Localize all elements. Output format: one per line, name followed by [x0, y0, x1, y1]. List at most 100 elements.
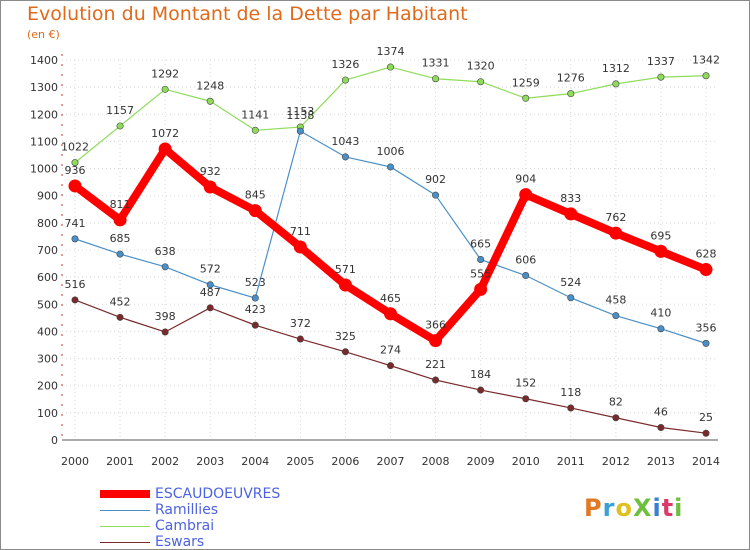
x-tick-label: 2009: [467, 455, 495, 468]
data-label: 606: [515, 254, 536, 267]
data-label: 1022: [61, 141, 89, 154]
data-label: 833: [560, 192, 581, 205]
data-point: [432, 376, 440, 384]
data-point: [702, 72, 710, 80]
data-point: [113, 213, 127, 227]
data-point: [477, 78, 485, 86]
x-tick-label: 2004: [241, 455, 269, 468]
y-tick-label: 900: [37, 190, 58, 203]
data-point: [338, 278, 352, 292]
x-tick-label: 2002: [151, 455, 179, 468]
data-label: 932: [200, 165, 221, 178]
data-point: [612, 80, 620, 88]
logo-letter: o: [615, 494, 633, 522]
legend-label-escaudoeuvres: ESCAUDOEUVRES: [155, 486, 281, 502]
logo-letter: i: [674, 494, 684, 522]
data-label: 762: [605, 211, 626, 224]
data-label: 452: [110, 295, 131, 308]
data-label: 904: [515, 173, 536, 186]
data-label: 1320: [467, 60, 495, 73]
data-label: 1342: [692, 54, 720, 67]
data-point: [161, 263, 169, 271]
logo-letter: P: [584, 494, 603, 522]
data-label: 811: [110, 198, 131, 211]
data-point: [341, 348, 349, 356]
data-label: 372: [290, 317, 311, 330]
proxiti-logo: ProXiti: [584, 494, 683, 522]
data-label: 1138: [286, 109, 314, 122]
data-label: 571: [335, 263, 356, 276]
legend-swatch-cambrai: [100, 526, 150, 527]
y-tick-label: 500: [37, 298, 58, 311]
data-point: [567, 90, 575, 98]
data-point: [293, 240, 307, 254]
logo-letter: i: [652, 494, 662, 522]
data-point: [206, 97, 214, 105]
data-point: [251, 321, 259, 329]
data-point: [116, 313, 124, 321]
data-point: [68, 179, 82, 193]
data-label: 685: [110, 232, 131, 245]
data-label: 711: [290, 225, 311, 238]
data-label: 936: [65, 164, 86, 177]
data-label: 1006: [377, 145, 405, 158]
data-label: 1248: [196, 79, 224, 92]
data-point: [567, 294, 575, 302]
data-point: [158, 142, 172, 156]
data-label: 555: [470, 267, 491, 280]
chart-title: Evolution du Montant de la Dette par Hab…: [27, 3, 468, 25]
legend-swatch-eswars: [100, 542, 150, 543]
data-label: 902: [425, 173, 446, 186]
y-tick-label: 300: [37, 353, 58, 366]
data-label: 465: [380, 292, 401, 305]
data-label: 628: [696, 248, 717, 261]
data-label: 398: [155, 310, 176, 323]
data-label: 82: [609, 396, 623, 409]
data-label: 184: [470, 368, 491, 381]
data-point: [341, 153, 349, 161]
legend-swatch-ramillies: [100, 510, 150, 511]
x-tick-label: 2001: [106, 455, 134, 468]
data-point: [522, 272, 530, 280]
y-tick-label: 600: [37, 271, 58, 284]
data-label: 118: [560, 386, 581, 399]
data-point: [702, 429, 710, 437]
y-tick-label: 400: [37, 325, 58, 338]
data-label: 1259: [512, 76, 540, 89]
data-label: 1292: [151, 67, 179, 80]
data-label: 152: [515, 377, 536, 390]
data-point: [251, 294, 259, 302]
data-label: 1326: [331, 58, 359, 71]
data-label: 1331: [422, 57, 450, 70]
data-point: [341, 76, 349, 84]
data-label: 1157: [106, 104, 134, 117]
y-tick-label: 700: [37, 244, 58, 257]
y-tick-label: 800: [37, 217, 58, 230]
data-label: 458: [605, 294, 626, 307]
data-label: 1072: [151, 127, 179, 140]
legend-label-eswars: Eswars: [155, 534, 205, 550]
data-label: 410: [650, 307, 671, 320]
data-label: 665: [470, 238, 491, 251]
x-tick-label: 2008: [422, 455, 450, 468]
chart-subtitle: (en €): [27, 28, 60, 41]
data-point: [116, 250, 124, 258]
data-label: 741: [65, 217, 86, 230]
logo-letter: X: [632, 494, 653, 522]
y-tick-label: 1300: [30, 81, 58, 94]
logo-letter: r: [602, 494, 616, 522]
y-tick-label: 100: [37, 407, 58, 420]
data-label: 695: [650, 229, 671, 242]
data-point: [432, 191, 440, 199]
data-point: [296, 335, 304, 343]
data-label: 366: [425, 319, 446, 332]
data-point: [567, 404, 575, 412]
y-tick-label: 1200: [30, 108, 58, 121]
data-point: [612, 312, 620, 320]
x-tick-label: 2011: [557, 455, 585, 468]
data-point: [564, 207, 578, 221]
y-tick-label: 1400: [30, 54, 58, 67]
data-label: 423: [245, 303, 266, 316]
x-tick-label: 2012: [602, 455, 630, 468]
